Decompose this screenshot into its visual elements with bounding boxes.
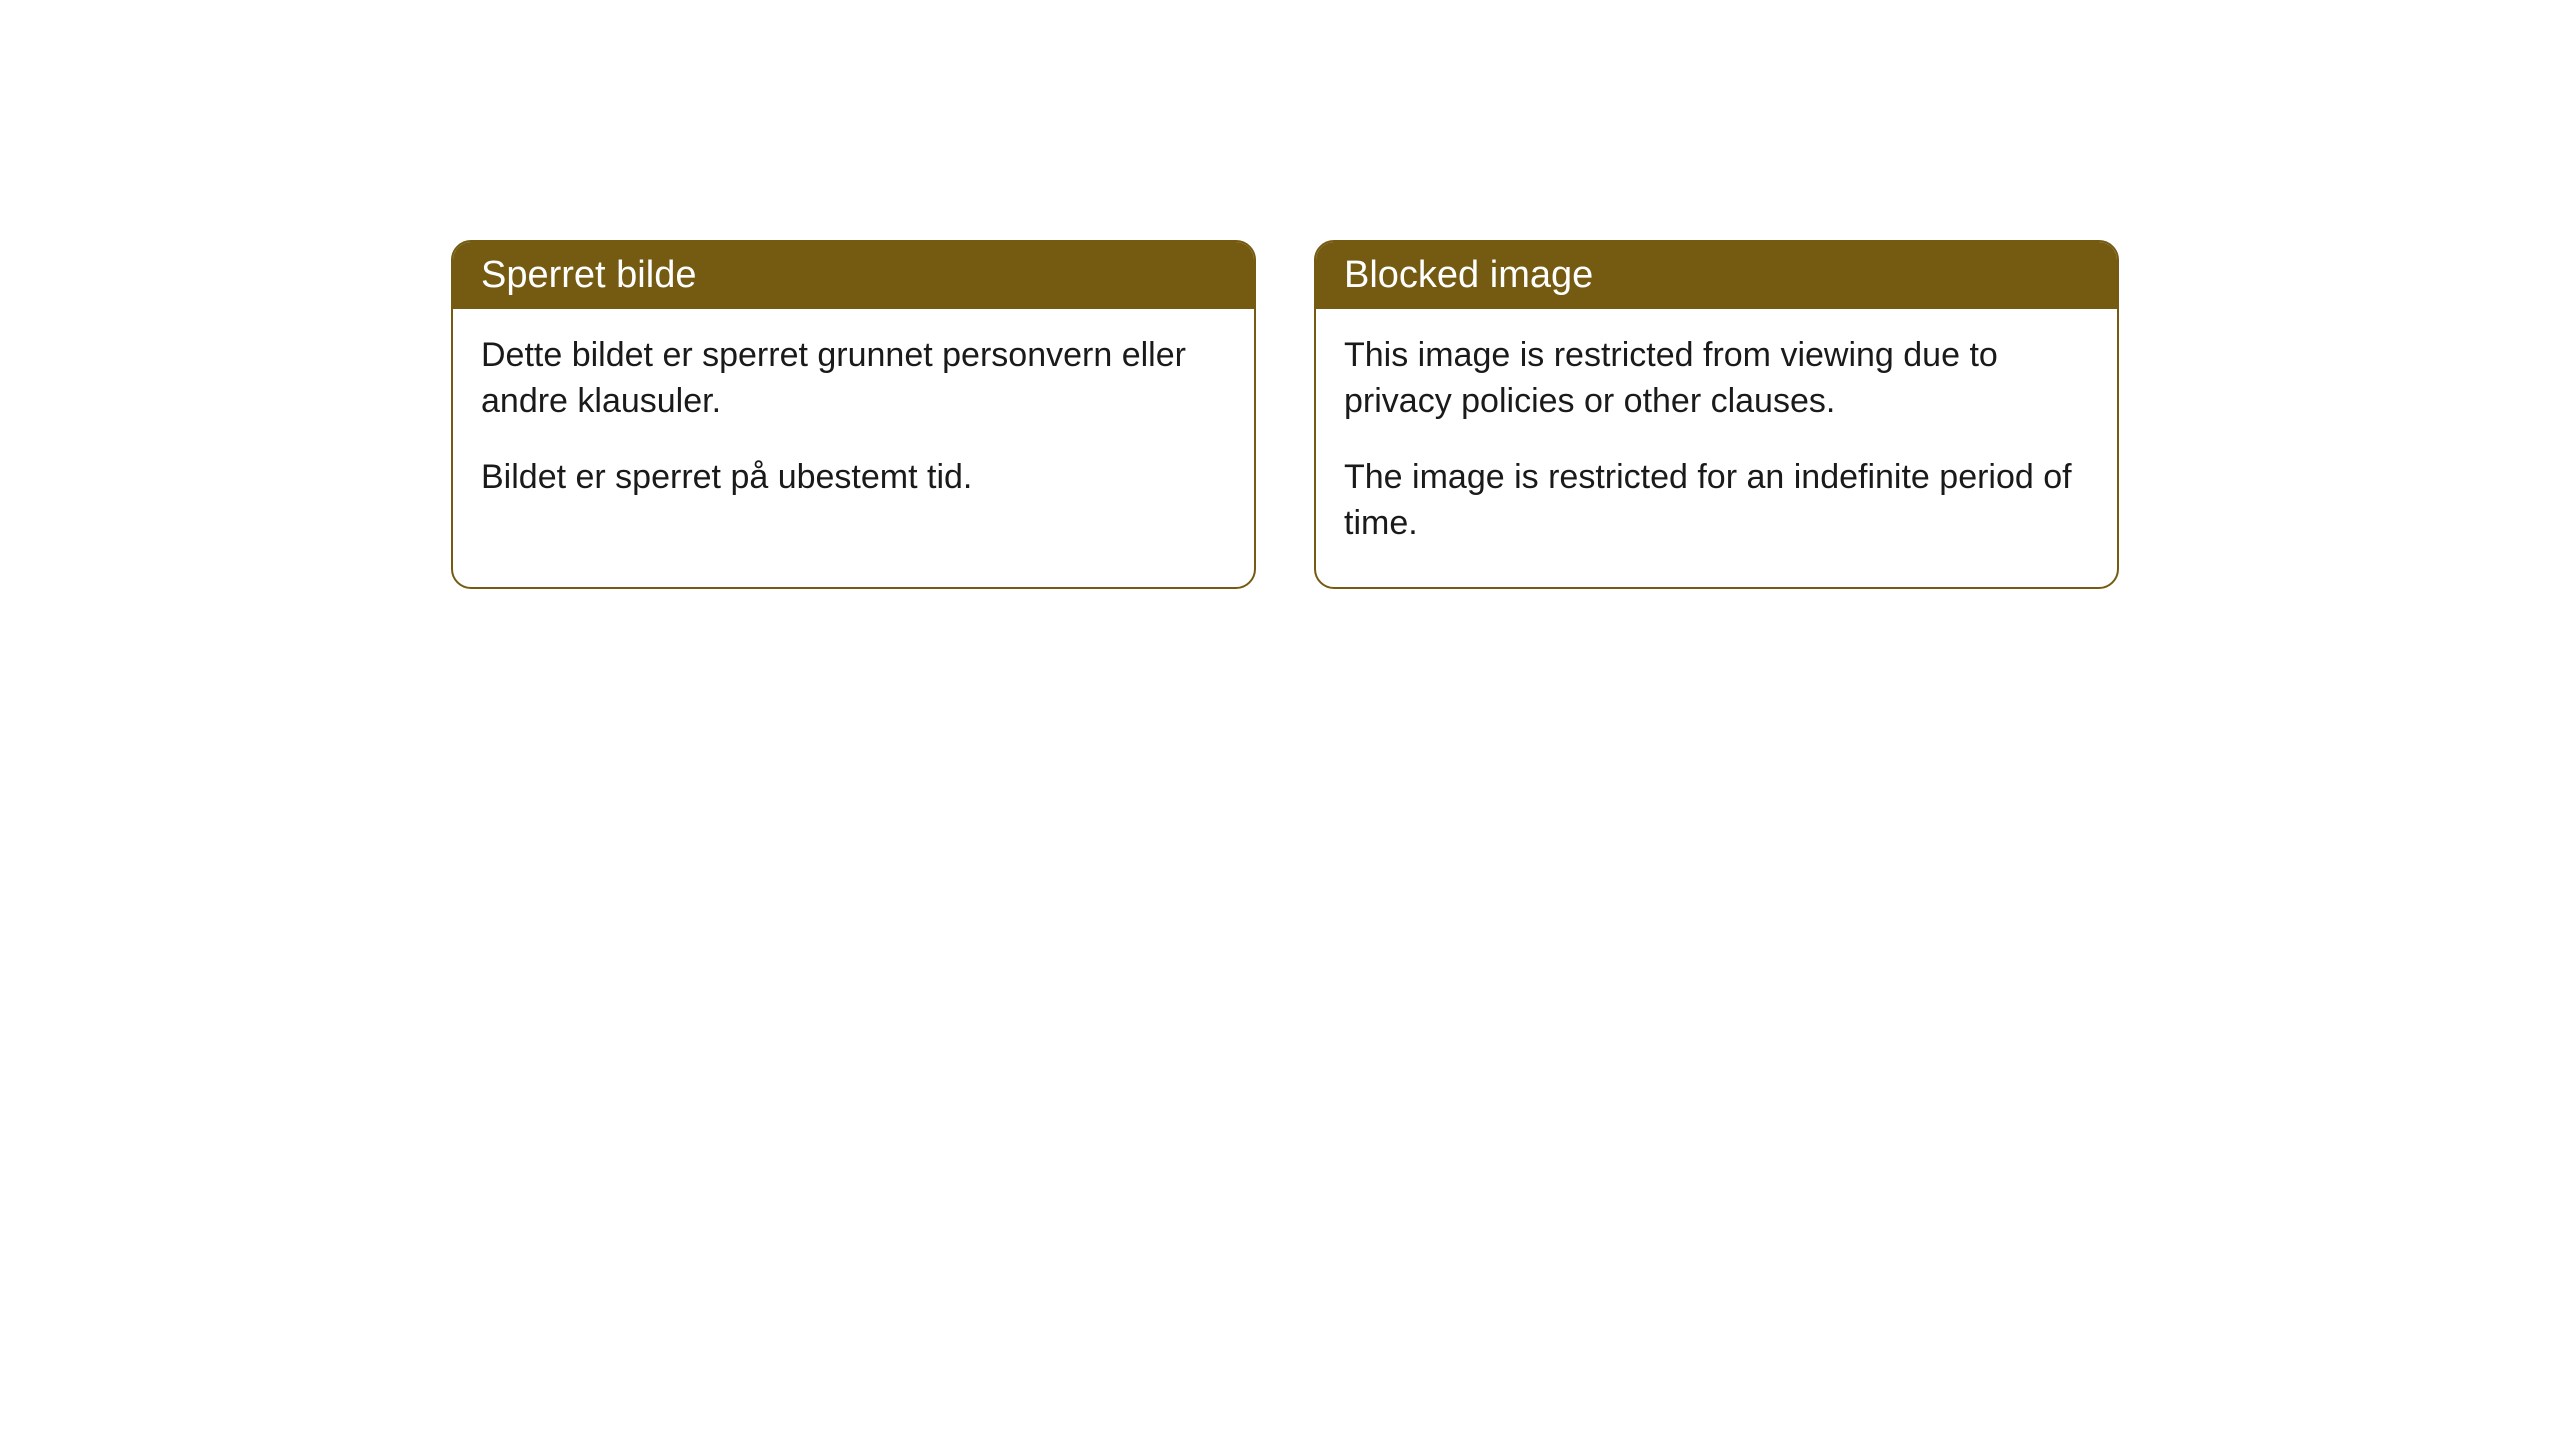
card-header-english: Blocked image (1316, 242, 2117, 309)
notice-cards-container: Sperret bilde Dette bildet er sperret gr… (451, 240, 2560, 589)
card-body-english: This image is restricted from viewing du… (1316, 309, 2117, 587)
card-header-norwegian: Sperret bilde (453, 242, 1254, 309)
card-text-2: Bildet er sperret på ubestemt tid. (481, 455, 1226, 501)
card-text-1: Dette bildet er sperret grunnet personve… (481, 333, 1226, 425)
notice-card-english: Blocked image This image is restricted f… (1314, 240, 2119, 589)
card-text-2: The image is restricted for an indefinit… (1344, 455, 2089, 547)
card-title: Blocked image (1344, 254, 1593, 296)
card-text-1: This image is restricted from viewing du… (1344, 333, 2089, 425)
card-body-norwegian: Dette bildet er sperret grunnet personve… (453, 309, 1254, 541)
card-title: Sperret bilde (481, 254, 696, 296)
notice-card-norwegian: Sperret bilde Dette bildet er sperret gr… (451, 240, 1256, 589)
